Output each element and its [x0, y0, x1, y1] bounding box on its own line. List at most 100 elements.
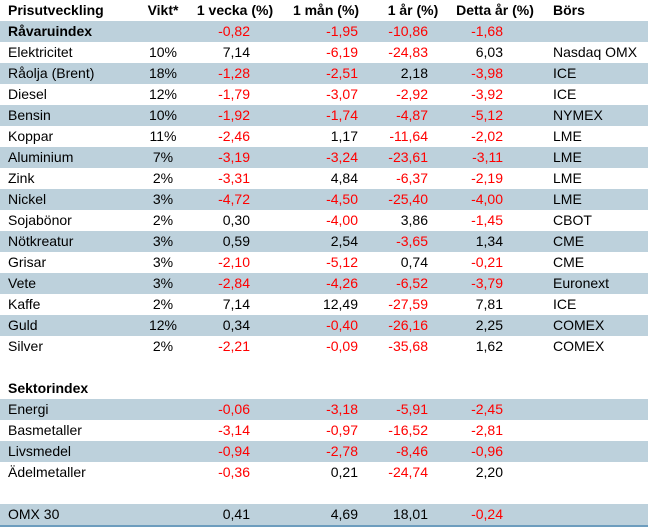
table-row — [0, 483, 648, 504]
cell-1-man: 12,49 — [322, 296, 358, 312]
cell-vikt — [132, 441, 194, 462]
cell-vikt: 18% — [148, 65, 178, 81]
cell-1-man: -0,97 — [326, 422, 358, 438]
cell-1-man: -3,07 — [326, 86, 358, 102]
cell-detta-ar: -1,45 — [471, 212, 503, 228]
cell-1-ar: -10,86 — [388, 23, 428, 39]
cell-vikt — [132, 483, 194, 504]
cell-1-vecka: -3,14 — [218, 422, 250, 438]
cell-vikt: 10% — [148, 44, 178, 60]
cell-bors — [540, 462, 648, 483]
cell-vikt: 3% — [152, 191, 174, 207]
table-row: Nickel 3% -4,72 -4,50 -25,40 -4,00 LME — [0, 189, 648, 210]
cell-row-label: Elektricitet — [8, 44, 73, 60]
cell-row-label: Sektorindex — [8, 380, 89, 396]
cell-bors: Euronext — [553, 275, 610, 291]
column-header-bors: Börs — [553, 2, 585, 18]
cell-1-ar: -26,16 — [388, 317, 428, 333]
cell-vikt — [132, 399, 194, 420]
cell-row-label: Råolja (Brent) — [8, 65, 95, 81]
column-header-detta-ar: Detta år (%) — [456, 2, 534, 18]
table-row — [0, 357, 648, 378]
cell-detta-ar: -1,68 — [471, 23, 503, 39]
column-header-1-ar: 1 år (%) — [387, 2, 439, 18]
cell-detta-ar: -3,79 — [471, 275, 503, 291]
cell-1-ar: 3,86 — [400, 212, 428, 228]
cell-row-label: OMX 30 — [8, 506, 60, 522]
cell-vikt — [132, 504, 194, 526]
cell-vikt: 12% — [148, 317, 178, 333]
cell-1-ar: -24,74 — [388, 464, 428, 480]
cell-1-man: 4,69 — [330, 506, 358, 522]
cell-1-vecka: -1,28 — [218, 65, 250, 81]
cell-1-ar: -11,64 — [389, 128, 428, 144]
cell-row-label: Aluminium — [8, 149, 74, 165]
cell-1-ar: -8,46 — [396, 443, 428, 459]
column-header-prisutveckling: Prisutveckling — [8, 2, 104, 18]
table-row: Elektricitet 10% 7,14 -6,19 -24,83 6,03 … — [0, 42, 648, 63]
column-header-1-man: 1 mån (%) — [292, 2, 360, 18]
cell-1-ar: -25,40 — [388, 191, 428, 207]
cell-bors: LME — [553, 128, 582, 144]
cell-detta-ar: -5,12 — [471, 107, 503, 123]
cell-vikt — [132, 420, 194, 441]
cell-vikt: 12% — [148, 86, 178, 102]
cell-1-ar: -16,52 — [388, 422, 428, 438]
cell-vikt: 3% — [152, 254, 174, 270]
cell-row-label: Vete — [8, 275, 37, 291]
table-row: Koppar 11% -2,46 1,17 -11,64 -2,02 LME — [0, 126, 648, 147]
cell-bors — [540, 483, 648, 504]
cell-detta-ar: 6,03 — [475, 44, 503, 60]
cell-row-label: Nickel — [8, 191, 47, 207]
cell-detta-ar: -2,02 — [471, 128, 503, 144]
table-row: Kaffe 2% 7,14 12,49 -27,59 7,81 ICE — [0, 294, 648, 315]
table-row: Diesel 12% -1,79 -3,07 -2,92 -3,92 ICE — [0, 84, 648, 105]
cell-vikt: 11% — [149, 128, 177, 144]
cell-vikt — [132, 462, 194, 483]
cell-1-man: 4,84 — [330, 170, 358, 186]
cell-bors: LME — [553, 191, 582, 207]
cell-1-ar: -35,68 — [388, 338, 428, 354]
cell-1-man: -4,26 — [326, 275, 358, 291]
table-row: Sektorindex — [0, 378, 648, 399]
cell-1-man: 0,21 — [330, 464, 358, 480]
cell-1-vecka: -0,06 — [218, 401, 250, 417]
cell-1-ar: 18,01 — [392, 506, 428, 522]
table-row: OMX 30 0,41 4,69 18,01 -0,24 — [0, 504, 648, 526]
cell-1-man: -2,78 — [326, 443, 358, 459]
cell-row-label: Bensin — [8, 107, 51, 123]
cell-row-label — [0, 357, 132, 378]
cell-detta-ar: -3,92 — [471, 86, 503, 102]
cell-1-vecka: -1,79 — [218, 86, 250, 102]
cell-vikt: 2% — [152, 338, 174, 354]
cell-detta-ar: -2,81 — [471, 422, 503, 438]
cell-detta-ar: 1,62 — [475, 338, 503, 354]
cell-row-label: Diesel — [8, 86, 47, 102]
table-row: Aluminium 7% -3,19 -3,24 -23,61 -3,11 LM… — [0, 147, 648, 168]
cell-1-ar — [376, 483, 450, 504]
table-row: Råolja (Brent) 18% -1,28 -2,51 2,18 -3,9… — [0, 63, 648, 84]
cell-1-ar: -27,59 — [388, 296, 428, 312]
cell-1-vecka: -2,10 — [218, 254, 250, 270]
cell-vikt — [132, 378, 194, 399]
cell-1-vecka: -0,36 — [218, 464, 250, 480]
table-row: Guld 12% 0,34 -0,40 -26,16 2,25 COMEX — [0, 315, 648, 336]
cell-1-man: -3,24 — [326, 149, 358, 165]
cell-1-vecka: 0,59 — [222, 233, 250, 249]
cell-bors — [540, 357, 648, 378]
cell-bors: COMEX — [553, 317, 605, 333]
cell-bors: ICE — [553, 86, 577, 102]
cell-1-vecka: -2,84 — [218, 275, 250, 291]
cell-detta-ar: -0,21 — [471, 254, 503, 270]
cell-row-label — [0, 483, 132, 504]
cell-bors: NYMEX — [553, 107, 603, 123]
cell-1-ar: -3,65 — [396, 233, 428, 249]
cell-1-vecka — [194, 483, 276, 504]
table-row: Livsmedel -0,94 -2,78 -8,46 -0,96 — [0, 441, 648, 462]
table-row: Sojabönor 2% 0,30 -4,00 3,86 -1,45 CBOT — [0, 210, 648, 231]
cell-1-vecka: 7,14 — [222, 296, 250, 312]
table-row: Zink 2% -3,31 4,84 -6,37 -2,19 LME — [0, 168, 648, 189]
cell-row-label: Guld — [8, 317, 38, 333]
